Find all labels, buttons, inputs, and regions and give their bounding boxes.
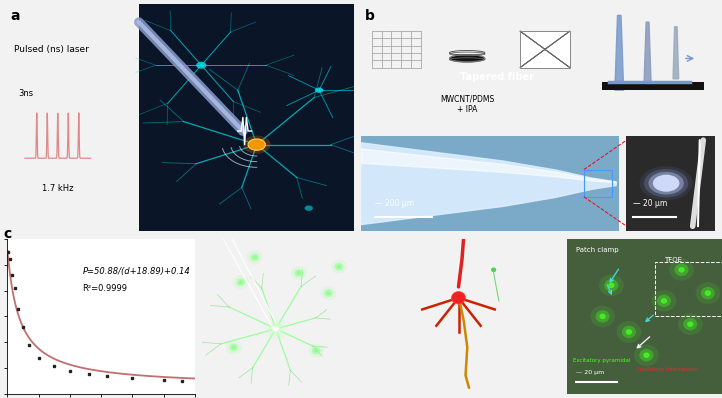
Circle shape	[599, 314, 606, 319]
Circle shape	[243, 136, 271, 154]
Text: — 20 μm: — 20 μm	[576, 371, 604, 375]
Circle shape	[657, 295, 671, 307]
Circle shape	[683, 318, 697, 330]
Circle shape	[701, 287, 715, 299]
Circle shape	[687, 321, 693, 327]
Polygon shape	[615, 16, 624, 90]
Circle shape	[643, 352, 650, 358]
Circle shape	[451, 292, 466, 304]
Text: P=50.88/(d+18.89)+0.14: P=50.88/(d+18.89)+0.14	[82, 267, 190, 276]
Text: Inhibitory interneuron: Inhibitory interneuron	[638, 367, 697, 372]
Circle shape	[640, 349, 653, 361]
Circle shape	[669, 259, 694, 281]
Text: MWCNT/PDMS
+ IPA: MWCNT/PDMS + IPA	[440, 95, 495, 114]
Circle shape	[321, 286, 336, 300]
Text: Pulsed (ns) laser: Pulsed (ns) laser	[14, 45, 89, 54]
Circle shape	[604, 279, 618, 292]
Circle shape	[315, 88, 323, 93]
Circle shape	[232, 345, 236, 349]
Text: 3ns: 3ns	[18, 89, 33, 98]
Circle shape	[334, 263, 344, 271]
Circle shape	[608, 283, 614, 288]
Text: 1.7 kHz: 1.7 kHz	[42, 184, 74, 193]
Circle shape	[291, 266, 307, 280]
Circle shape	[617, 321, 641, 343]
Polygon shape	[644, 22, 651, 83]
Ellipse shape	[449, 55, 485, 62]
Text: Patch clamp: Patch clamp	[576, 246, 619, 253]
Circle shape	[337, 265, 341, 269]
Circle shape	[233, 275, 248, 289]
Circle shape	[634, 344, 658, 366]
Circle shape	[640, 166, 692, 200]
Polygon shape	[673, 27, 679, 79]
Circle shape	[491, 267, 496, 272]
Bar	[584, 170, 612, 197]
Circle shape	[678, 313, 703, 335]
Text: Tapered fiber: Tapered fiber	[460, 72, 534, 82]
Circle shape	[297, 271, 301, 275]
Circle shape	[705, 290, 711, 296]
Circle shape	[312, 347, 321, 355]
Circle shape	[305, 205, 313, 211]
Circle shape	[271, 325, 280, 333]
Bar	[656, 262, 722, 316]
Circle shape	[264, 318, 288, 339]
Circle shape	[308, 343, 324, 357]
Circle shape	[268, 322, 284, 336]
Circle shape	[653, 175, 679, 192]
Circle shape	[239, 281, 243, 284]
Circle shape	[596, 310, 609, 323]
Text: — 20 μm: — 20 μm	[633, 199, 668, 208]
Text: c: c	[4, 227, 12, 241]
Circle shape	[324, 289, 333, 297]
Circle shape	[661, 298, 667, 304]
Circle shape	[326, 291, 331, 295]
Circle shape	[226, 340, 242, 355]
Circle shape	[248, 139, 266, 150]
Circle shape	[230, 343, 238, 351]
Circle shape	[622, 326, 636, 338]
Circle shape	[674, 263, 689, 276]
Circle shape	[695, 282, 720, 304]
Circle shape	[314, 349, 318, 352]
Circle shape	[599, 275, 624, 296]
Text: a: a	[11, 8, 20, 23]
Circle shape	[591, 306, 615, 327]
Circle shape	[644, 169, 688, 197]
Circle shape	[652, 290, 677, 312]
Circle shape	[247, 250, 263, 264]
Bar	[601, 82, 704, 90]
Circle shape	[273, 326, 279, 332]
Text: TFOE: TFOE	[664, 258, 682, 263]
Text: b: b	[365, 8, 375, 23]
Text: Excitatory pyramidal: Excitatory pyramidal	[573, 358, 630, 363]
Circle shape	[251, 254, 259, 261]
Circle shape	[253, 256, 257, 259]
Text: R²=0.9999: R²=0.9999	[82, 284, 127, 293]
Circle shape	[331, 260, 347, 274]
Circle shape	[679, 267, 684, 273]
Circle shape	[295, 269, 303, 277]
Circle shape	[626, 329, 632, 335]
Circle shape	[236, 278, 245, 286]
Circle shape	[196, 62, 206, 68]
Text: — 200 μm: — 200 μm	[375, 199, 414, 208]
Circle shape	[648, 172, 684, 195]
